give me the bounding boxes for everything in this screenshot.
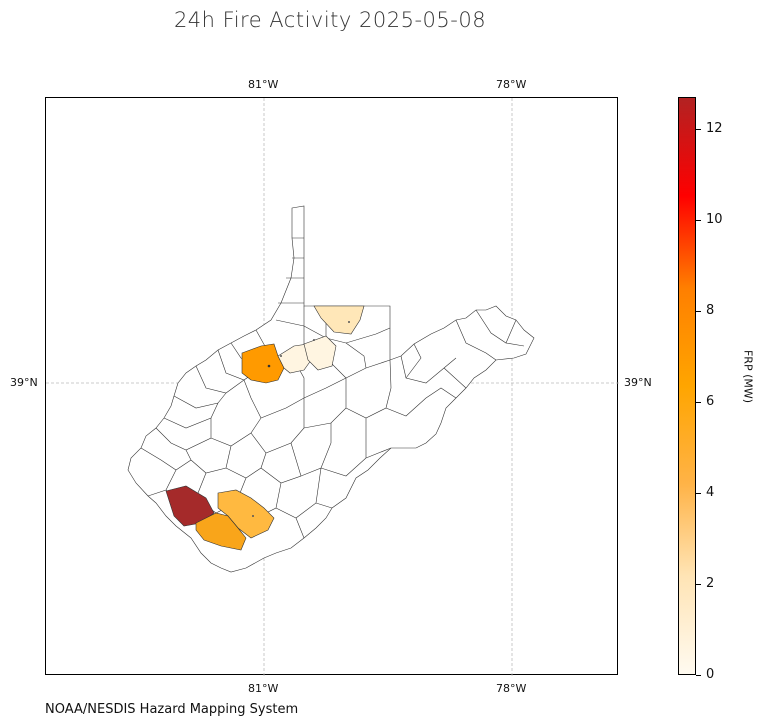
colorbar-tick-mark (696, 492, 701, 494)
county-fire-very-low-1 (277, 343, 315, 374)
colorbar-tick-label: 4 (706, 484, 715, 500)
top-tick-78w: 78°W (496, 78, 527, 91)
left-tick-39n: 39°N (10, 376, 38, 389)
fire-point (267, 364, 271, 368)
right-tick-39n: 39°N (624, 376, 652, 389)
county-fire-medium (217, 489, 275, 539)
colorbar-label: FRP (MW) (741, 349, 755, 404)
colorbar-tick-label: 12 (706, 120, 723, 136)
colorbar-tick-mark (696, 310, 701, 312)
fire-point (280, 355, 282, 357)
county-fire-medium-high (195, 512, 247, 551)
map-canvas[interactable] (46, 98, 619, 676)
colorbar-tick-mark (696, 583, 701, 585)
county-fire-high-north (241, 343, 285, 384)
bottom-tick-78w: 78°W (496, 682, 527, 695)
county-fire-low-northeast (313, 305, 365, 335)
colorbar-tick-mark (696, 219, 701, 221)
colorbar-tick-mark (696, 128, 701, 130)
colorbar-tick-label: 2 (706, 575, 715, 591)
state-outline (127, 205, 535, 573)
chart-title: 24h Fire Activity 2025-05-08 (173, 8, 487, 32)
county-fire-very-low-2 (303, 335, 337, 371)
colorbar-tick-label: 10 (706, 211, 723, 227)
colorbar-tick-label: 6 (706, 393, 715, 409)
colorbar-tick-label: 8 (706, 302, 715, 318)
bottom-tick-81w: 81°W (248, 682, 279, 695)
fire-point (313, 339, 315, 341)
map-panel[interactable] (45, 97, 619, 676)
colorbar-tick-mark (696, 675, 701, 676)
fire-point (348, 321, 350, 323)
colorbar-tick-label: 0 (706, 667, 715, 682)
colorbar (678, 97, 696, 675)
fire-point (252, 515, 254, 517)
top-tick-81w: 81°W (248, 78, 279, 91)
colorbar-tick-mark (696, 401, 701, 403)
credit-text: NOAA/NESDIS Hazard Mapping System (45, 702, 299, 717)
